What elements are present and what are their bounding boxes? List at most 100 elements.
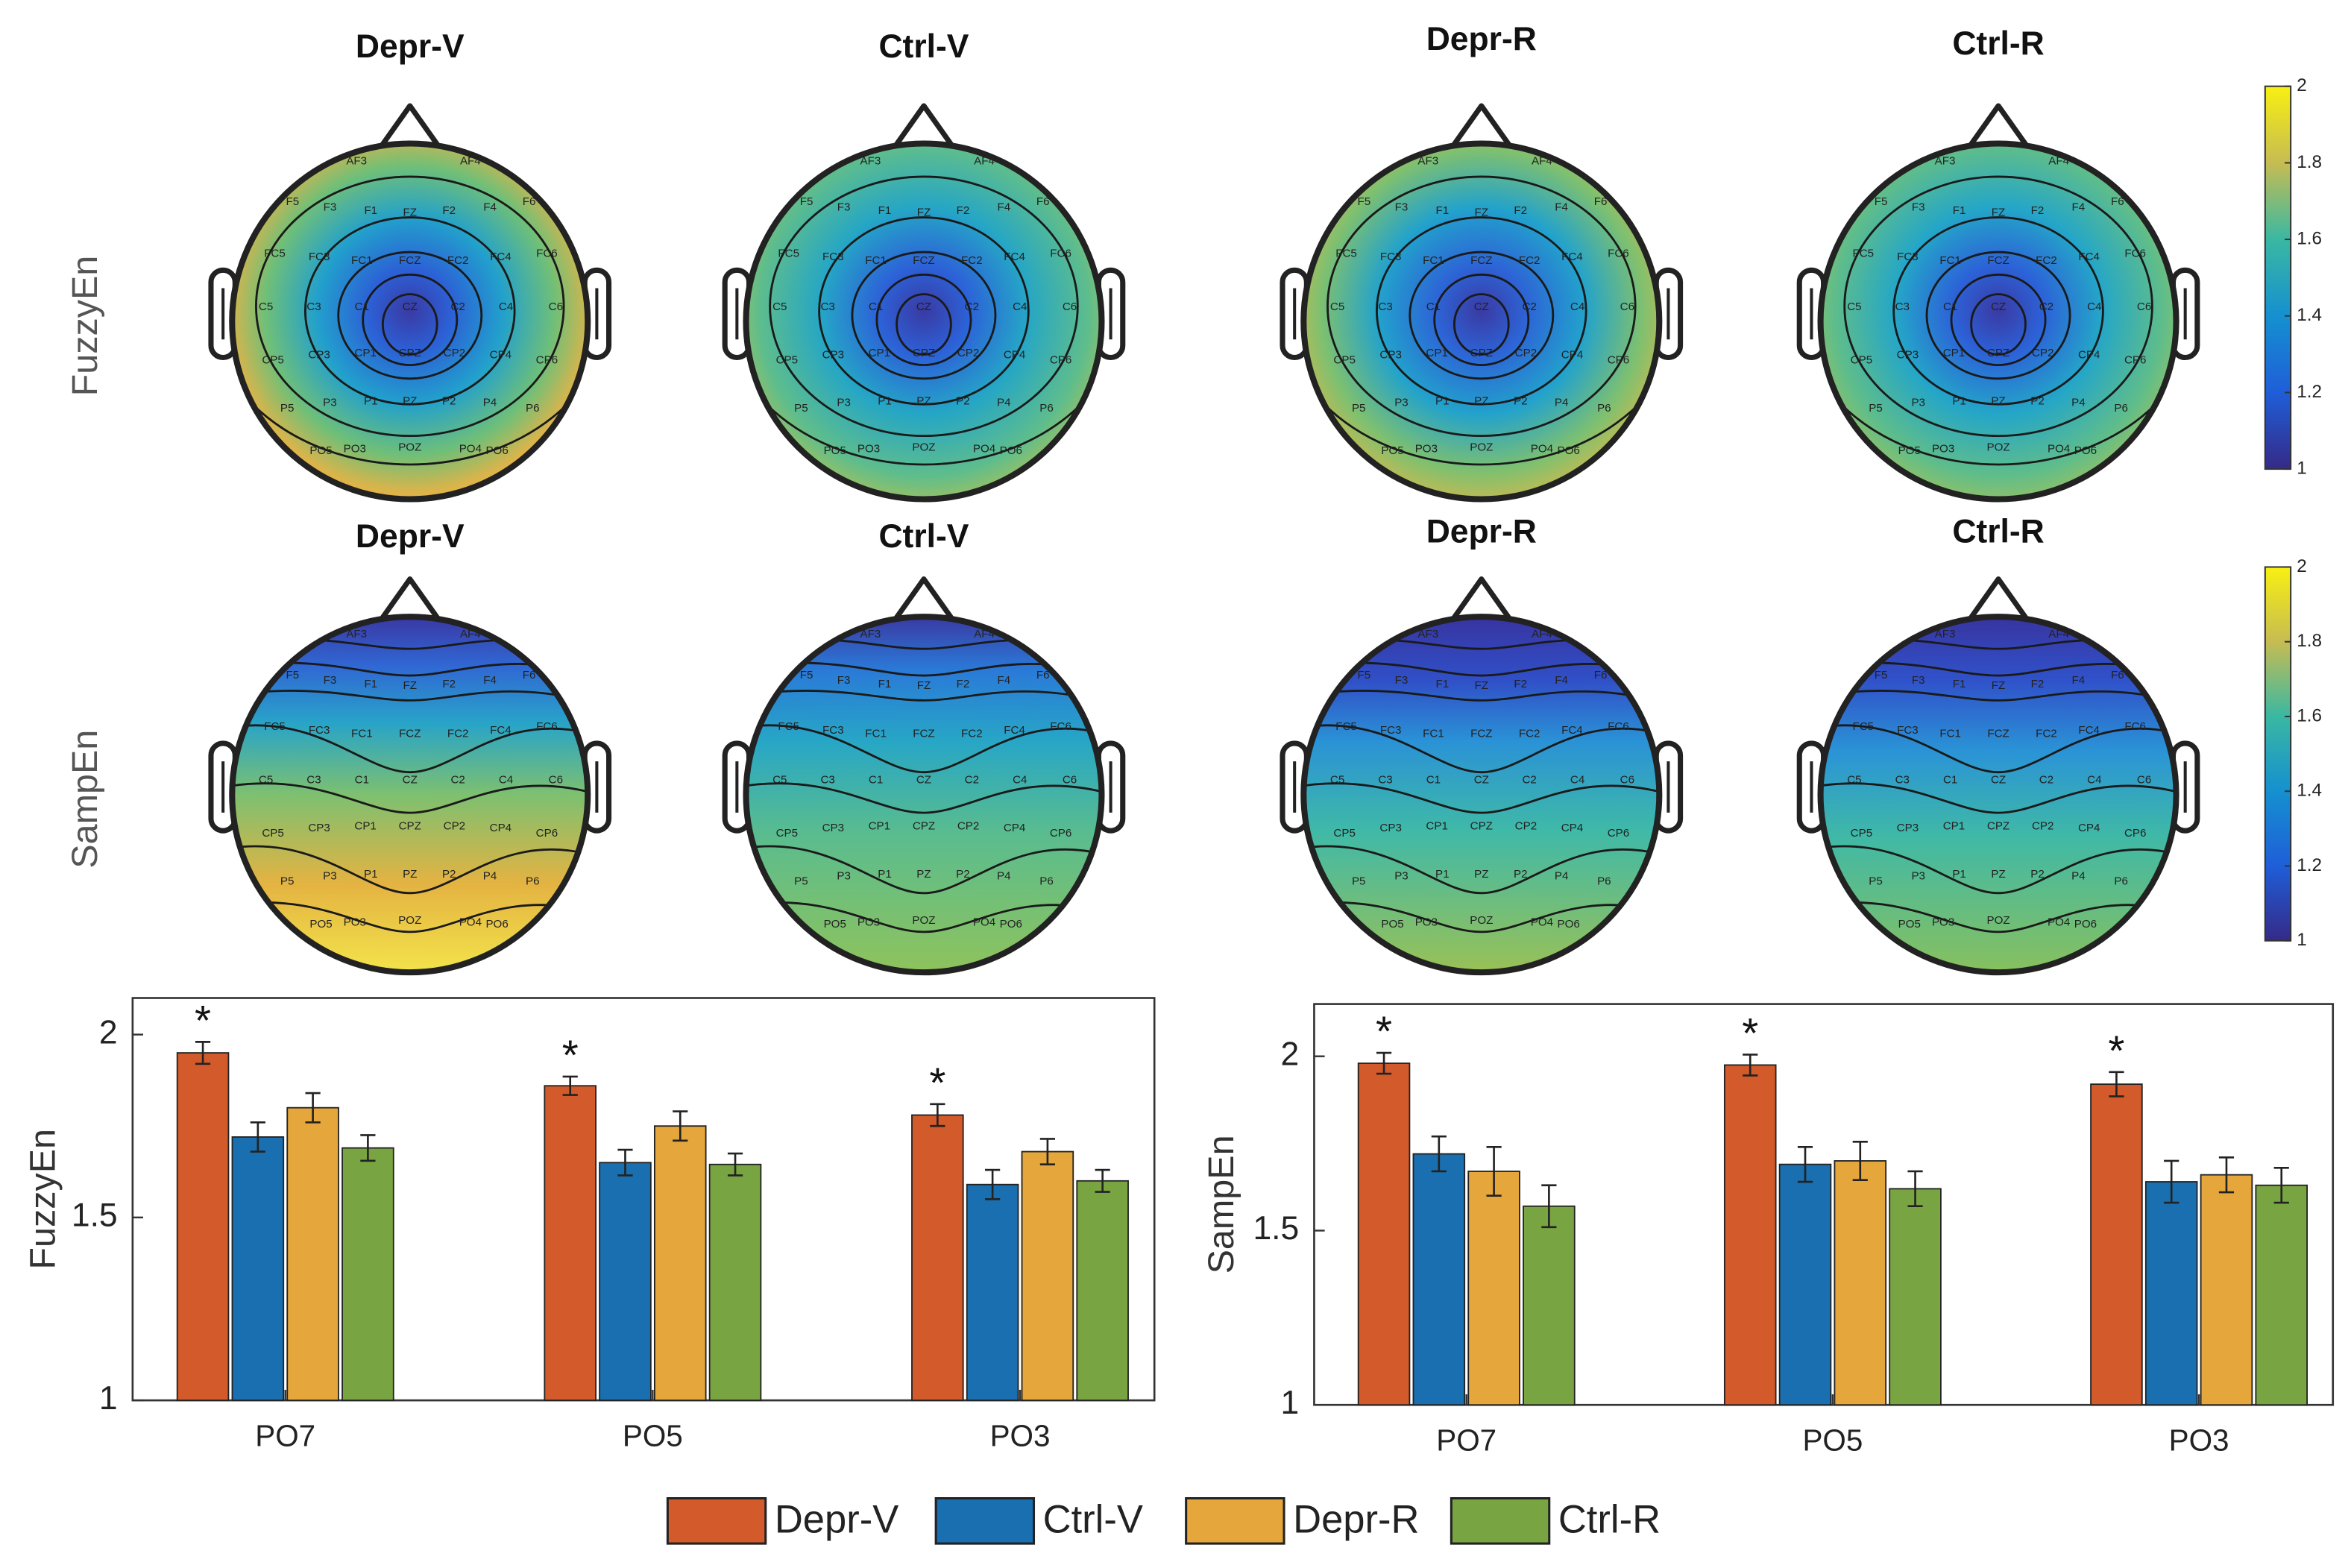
electrode-label: FC6 [536, 720, 558, 733]
electrode-label: CP4 [1004, 348, 1025, 361]
x-tick-label: PO5 [1802, 1423, 1863, 1457]
electrode-label: CP6 [1050, 353, 1071, 366]
contour-line [1376, 216, 1587, 406]
electrode-label: CPZ [399, 347, 421, 359]
electrode-label: C1 [1943, 774, 1957, 787]
electrode-label: FZ [917, 207, 931, 219]
contour-line [1892, 216, 2104, 406]
electrode-label: FC1 [1423, 728, 1444, 740]
contour-line [232, 689, 588, 702]
scalp-map [232, 617, 588, 973]
x-tick-label: PO3 [2169, 1423, 2229, 1457]
colorbar-tick-label: 1 [2297, 930, 2306, 950]
electrode-label: CP1 [1426, 347, 1447, 359]
head-outline [743, 140, 1105, 503]
electrode-label: F2 [957, 678, 970, 690]
electrode-label: P5 [1352, 402, 1366, 415]
x-tick-label: PO5 [623, 1418, 683, 1452]
electrode-label: PO5 [824, 444, 846, 457]
topomap: Ctrl-V AF3 AF4 F5 F3 F1 FZ F2 F4 F6 FC5 FC3 FC1 FCZ FC… [722, 28, 1126, 503]
electrode-label: POZ [398, 914, 421, 927]
electrode-label: P2 [442, 868, 456, 881]
electrode-label: F5 [1358, 195, 1371, 208]
electrode-label: FC5 [1335, 720, 1357, 733]
bar [544, 1085, 597, 1402]
electrode-label: AF4 [2048, 628, 2069, 640]
scalp-map [746, 143, 1102, 500]
electrode-label: PO4 [973, 916, 995, 928]
electrode-label: F5 [286, 669, 300, 681]
nose [374, 103, 446, 154]
contour-line [1820, 689, 2177, 702]
electrode-label: FC1 [865, 254, 887, 267]
contour-line [1820, 901, 2177, 933]
electrode-label: F6 [2111, 669, 2124, 681]
contour-line [1303, 901, 1660, 933]
colorbar-tick-label: 1.4 [2297, 781, 2322, 801]
electrode-label: FC2 [1519, 728, 1540, 740]
electrode-label: C2 [450, 300, 465, 313]
electrode-label: F4 [1555, 201, 1568, 213]
head-outline [1300, 140, 1663, 503]
electrode-label: CP2 [2032, 820, 2053, 833]
electrode-label: F5 [1875, 669, 1888, 681]
contour-line [1843, 175, 2153, 438]
electrode-label: C3 [1895, 300, 1910, 313]
legend-swatch [934, 1497, 1036, 1545]
contour-line [1925, 251, 2071, 380]
electrode-label: CP2 [957, 347, 979, 359]
electrode-label: C3 [1378, 774, 1392, 787]
electrode-label: P5 [794, 875, 808, 888]
electrode-label: P2 [1514, 868, 1528, 881]
electrode-label: F4 [997, 674, 1010, 687]
legend-label: Depr-R [1293, 1498, 1419, 1542]
significance-marker: * [929, 1059, 945, 1106]
electrode-label: AF3 [1935, 628, 1956, 640]
nose [888, 103, 960, 154]
electrode-label: C5 [1847, 774, 1861, 787]
electrode-label: CP3 [822, 822, 844, 834]
electrode-label: FC4 [1004, 724, 1025, 737]
electrode-label: AF4 [974, 628, 995, 640]
electrode-label: P1 [878, 394, 892, 407]
electrode-label: CP6 [1608, 827, 1629, 840]
electrode-label: C4 [1570, 774, 1584, 787]
electrode-label: P1 [364, 394, 378, 407]
electrode-label: FC6 [536, 247, 558, 259]
electrode-label: CP5 [262, 353, 283, 366]
electrode-label: PO4 [1531, 443, 1553, 456]
electrode-label: C2 [1523, 300, 1537, 313]
bar [653, 1125, 707, 1402]
contour-line [875, 273, 972, 367]
electrode-label: C3 [306, 774, 321, 787]
electrode-label: CP6 [2124, 353, 2146, 366]
electrode-label: F5 [800, 669, 813, 681]
electrode-label: CP2 [444, 347, 465, 359]
electrode-label: PO6 [1558, 918, 1580, 931]
electrode-label: P3 [1911, 397, 1925, 409]
bar [708, 1163, 762, 1402]
y-tick-label: 1.5 [1253, 1210, 1299, 1247]
electrode-label: FZ [1992, 679, 2006, 692]
contour-line [746, 782, 1102, 814]
electrode-label: F3 [1912, 201, 1925, 213]
map-title: Ctrl-V [878, 518, 969, 555]
colorbar-tick-label: 2 [2297, 556, 2306, 576]
electrode-label: PO6 [485, 918, 508, 931]
electrode-label: FCZ [1987, 728, 2009, 740]
electrode-label: FC3 [1897, 724, 1919, 737]
electrode-label: AF3 [1935, 154, 1956, 167]
electrode-label: CP5 [1851, 827, 1872, 840]
electrode-label: FZ [403, 207, 418, 219]
electrode-label: CP1 [1943, 347, 1965, 359]
electrode-label: P6 [1039, 402, 1054, 415]
electrode-label: P1 [1435, 868, 1450, 881]
contour-line [851, 251, 997, 380]
colorbar-tick-label: 1.6 [2297, 705, 2322, 725]
electrode-label: CZ [1474, 774, 1489, 787]
electrode-label: FCZ [399, 728, 421, 740]
bar [176, 1052, 230, 1402]
electrode-label: CP2 [1515, 820, 1537, 833]
contour-line [255, 175, 565, 438]
y-tick-label: 1.5 [72, 1197, 118, 1234]
